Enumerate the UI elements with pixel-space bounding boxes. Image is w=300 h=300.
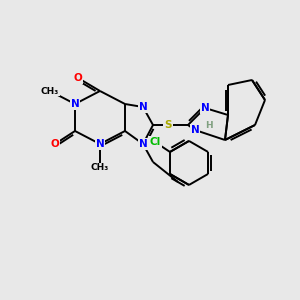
Text: N: N [190, 125, 200, 135]
Text: O: O [51, 139, 59, 149]
Text: N: N [201, 103, 209, 113]
Text: N: N [96, 139, 104, 149]
Text: Cl: Cl [149, 137, 161, 147]
Text: CH₃: CH₃ [41, 86, 59, 95]
Text: N: N [139, 102, 147, 112]
Text: S: S [164, 120, 172, 130]
Text: N: N [70, 99, 80, 109]
Text: O: O [74, 73, 82, 83]
Text: CH₃: CH₃ [91, 164, 109, 172]
Text: H: H [205, 121, 213, 130]
Text: N: N [139, 139, 147, 149]
